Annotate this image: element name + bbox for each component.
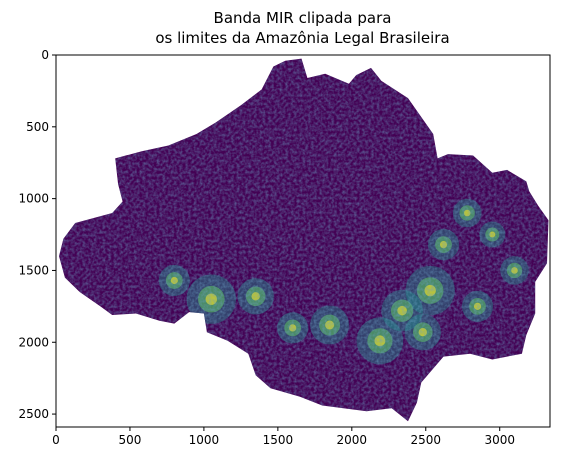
x-axis: 0 500 1000 1500 2000 2500 3000 (52, 427, 515, 447)
x-tick-label: 1000 (189, 433, 220, 447)
y-tick-label: 1500 (18, 263, 49, 277)
y-tick-label: 2500 (18, 407, 49, 421)
y-tick-label: 0 (41, 48, 49, 62)
x-tick-label: 2000 (337, 433, 368, 447)
x-tick-label: 2500 (410, 433, 441, 447)
y-tick-label: 1000 (18, 192, 49, 206)
x-tick-label: 1500 (263, 433, 294, 447)
axes-frame (55, 54, 551, 428)
x-tick-label: 500 (118, 433, 141, 447)
y-axis: 0 500 1000 1500 2000 2500 (18, 48, 56, 421)
x-tick-label: 3000 (484, 433, 515, 447)
map-title-line-2: os limites da Amazônia Legal Brasileira (155, 29, 450, 47)
x-tick-label: 0 (52, 433, 60, 447)
y-tick-label: 2000 (18, 335, 49, 349)
y-tick-label: 500 (26, 120, 49, 134)
map-title-line-1: Banda MIR clipada para (213, 9, 392, 27)
